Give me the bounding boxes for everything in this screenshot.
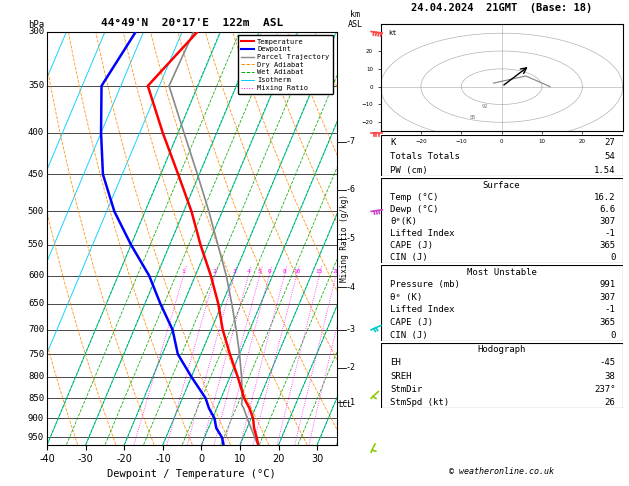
Text: θᵉ(K): θᵉ(K) bbox=[390, 217, 417, 226]
Text: 365: 365 bbox=[599, 318, 615, 327]
Text: K: K bbox=[390, 138, 396, 147]
Text: Lifted Index: Lifted Index bbox=[390, 229, 455, 238]
Text: 900: 900 bbox=[28, 414, 44, 423]
Text: 550: 550 bbox=[28, 241, 44, 249]
Text: -6: -6 bbox=[346, 185, 356, 194]
Text: Pressure (mb): Pressure (mb) bbox=[390, 280, 460, 289]
Text: StmDir: StmDir bbox=[390, 385, 423, 394]
Text: 6: 6 bbox=[267, 269, 271, 274]
Text: EH: EH bbox=[390, 359, 401, 367]
Text: © weatheronline.co.uk: © weatheronline.co.uk bbox=[449, 467, 554, 476]
Text: 1.54: 1.54 bbox=[594, 166, 615, 175]
Text: 800: 800 bbox=[28, 372, 44, 382]
Text: 4: 4 bbox=[247, 269, 250, 274]
Text: 0: 0 bbox=[610, 330, 615, 340]
Text: StmSpd (kt): StmSpd (kt) bbox=[390, 398, 449, 407]
Text: 350: 350 bbox=[28, 81, 44, 90]
Text: CIN (J): CIN (J) bbox=[390, 253, 428, 262]
Text: 307: 307 bbox=[599, 217, 615, 226]
Text: SREH: SREH bbox=[390, 372, 412, 381]
Text: 8: 8 bbox=[282, 269, 286, 274]
Text: -1: -1 bbox=[346, 398, 356, 407]
Text: 950: 950 bbox=[28, 433, 44, 442]
Text: -2: -2 bbox=[346, 364, 356, 372]
Text: 450: 450 bbox=[28, 170, 44, 179]
Text: CAPE (J): CAPE (J) bbox=[390, 318, 433, 327]
X-axis label: Dewpoint / Temperature (°C): Dewpoint / Temperature (°C) bbox=[108, 469, 276, 479]
Text: 500: 500 bbox=[28, 207, 44, 216]
Text: -7: -7 bbox=[346, 137, 356, 146]
Text: 85: 85 bbox=[469, 115, 476, 120]
Text: -4: -4 bbox=[346, 283, 356, 292]
Text: 400: 400 bbox=[28, 128, 44, 138]
Text: -1: -1 bbox=[604, 229, 615, 238]
Text: 2: 2 bbox=[213, 269, 217, 274]
Text: 20: 20 bbox=[332, 269, 340, 274]
Text: PW (cm): PW (cm) bbox=[390, 166, 428, 175]
Text: 365: 365 bbox=[599, 241, 615, 250]
Text: hPa: hPa bbox=[28, 20, 44, 29]
Text: 10: 10 bbox=[293, 269, 300, 274]
Text: 24.04.2024  21GMT  (Base: 18): 24.04.2024 21GMT (Base: 18) bbox=[411, 3, 593, 14]
Text: 27: 27 bbox=[604, 138, 615, 147]
Text: Lifted Index: Lifted Index bbox=[390, 305, 455, 314]
Text: θᵉ (K): θᵉ (K) bbox=[390, 293, 423, 302]
Text: Temp (°C): Temp (°C) bbox=[390, 192, 438, 202]
Text: 700: 700 bbox=[28, 325, 44, 334]
Text: 307: 307 bbox=[599, 293, 615, 302]
Text: 300: 300 bbox=[28, 27, 44, 36]
Text: -1: -1 bbox=[604, 305, 615, 314]
Text: 237°: 237° bbox=[594, 385, 615, 394]
Text: 38: 38 bbox=[604, 372, 615, 381]
Text: LCL: LCL bbox=[338, 400, 352, 409]
Text: 850: 850 bbox=[28, 394, 44, 403]
Text: Surface: Surface bbox=[483, 180, 520, 190]
Text: 600: 600 bbox=[28, 271, 44, 280]
Text: 92: 92 bbox=[481, 104, 488, 109]
Text: 15: 15 bbox=[316, 269, 323, 274]
Text: 650: 650 bbox=[28, 299, 44, 308]
Text: km
ASL: km ASL bbox=[348, 10, 363, 29]
Text: 991: 991 bbox=[599, 280, 615, 289]
Text: CAPE (J): CAPE (J) bbox=[390, 241, 433, 250]
Text: kt: kt bbox=[389, 30, 397, 35]
Text: 5: 5 bbox=[258, 269, 262, 274]
Text: Mixing Ratio (g/kg): Mixing Ratio (g/kg) bbox=[340, 194, 348, 282]
Text: 26: 26 bbox=[604, 398, 615, 407]
Text: Dewp (°C): Dewp (°C) bbox=[390, 205, 438, 214]
Text: Totals Totals: Totals Totals bbox=[390, 152, 460, 161]
Text: 1: 1 bbox=[182, 269, 186, 274]
Legend: Temperature, Dewpoint, Parcel Trajectory, Dry Adiabat, Wet Adiabat, Isotherm, Mi: Temperature, Dewpoint, Parcel Trajectory… bbox=[238, 35, 333, 94]
Text: 16.2: 16.2 bbox=[594, 192, 615, 202]
Text: 54: 54 bbox=[604, 152, 615, 161]
Text: Hodograph: Hodograph bbox=[477, 346, 526, 354]
Text: 0: 0 bbox=[610, 253, 615, 262]
Text: 750: 750 bbox=[28, 349, 44, 359]
Text: CIN (J): CIN (J) bbox=[390, 330, 428, 340]
Text: 6.6: 6.6 bbox=[599, 205, 615, 214]
Title: 44°49'N  20°17'E  122m  ASL: 44°49'N 20°17'E 122m ASL bbox=[101, 18, 283, 28]
Text: -5: -5 bbox=[346, 234, 356, 243]
Text: -45: -45 bbox=[599, 359, 615, 367]
Text: -3: -3 bbox=[346, 325, 356, 334]
Text: Most Unstable: Most Unstable bbox=[467, 268, 537, 277]
Text: 3: 3 bbox=[232, 269, 236, 274]
